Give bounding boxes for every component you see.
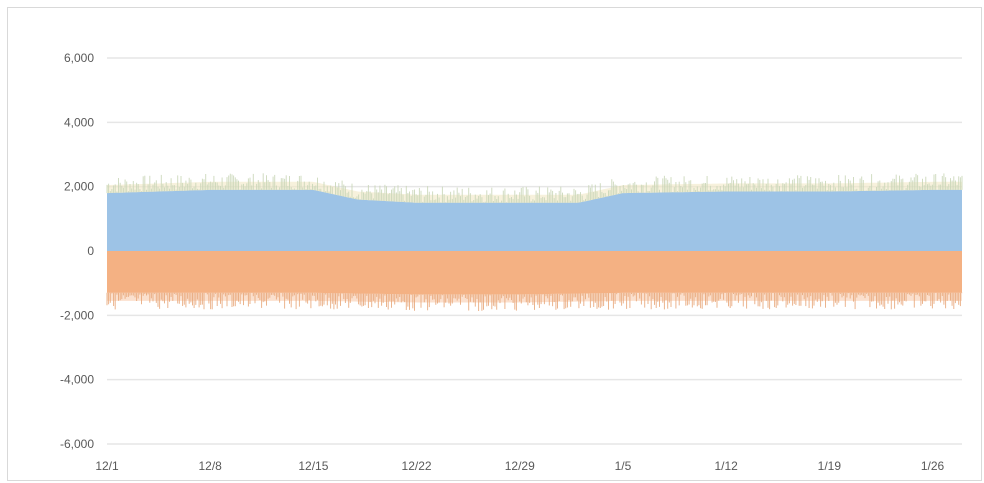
y-tick-label: 0 (87, 244, 94, 258)
y-tick-label: 6,000 (64, 51, 94, 65)
area-spikes (106, 173, 963, 203)
x-tick-label: 12/15 (298, 459, 328, 473)
y-axis: 6,000 4,000 2,000 0 -2,000 -4,000 -6,000 (60, 51, 94, 451)
area-fill (107, 189, 962, 251)
area-spikes (106, 292, 963, 311)
y-tick-label: 2,000 (64, 180, 94, 194)
x-tick-label: 12/8 (199, 459, 223, 473)
x-tick-label: 1/26 (921, 459, 945, 473)
x-tick-label: 12/29 (505, 459, 535, 473)
x-tick-label: 1/12 (714, 459, 738, 473)
y-tick-label: -4,000 (60, 373, 94, 387)
x-tick-label: 12/1 (95, 459, 119, 473)
x-tick-label: 12/22 (402, 459, 432, 473)
y-tick-label: -2,000 (60, 308, 94, 322)
x-axis: 12/1 12/8 12/15 12/22 12/29 1/5 1/12 1/19 1/26 (95, 459, 944, 473)
y-tick-label: 4,000 (64, 115, 94, 129)
area-series-layer (106, 173, 963, 311)
area-series (106, 173, 963, 251)
area-series (106, 251, 963, 311)
area-fill (107, 251, 962, 295)
gridlines (107, 57, 962, 445)
x-tick-label: 1/19 (818, 459, 842, 473)
x-tick-label: 1/5 (615, 459, 632, 473)
y-tick-label: -6,000 (60, 437, 94, 451)
